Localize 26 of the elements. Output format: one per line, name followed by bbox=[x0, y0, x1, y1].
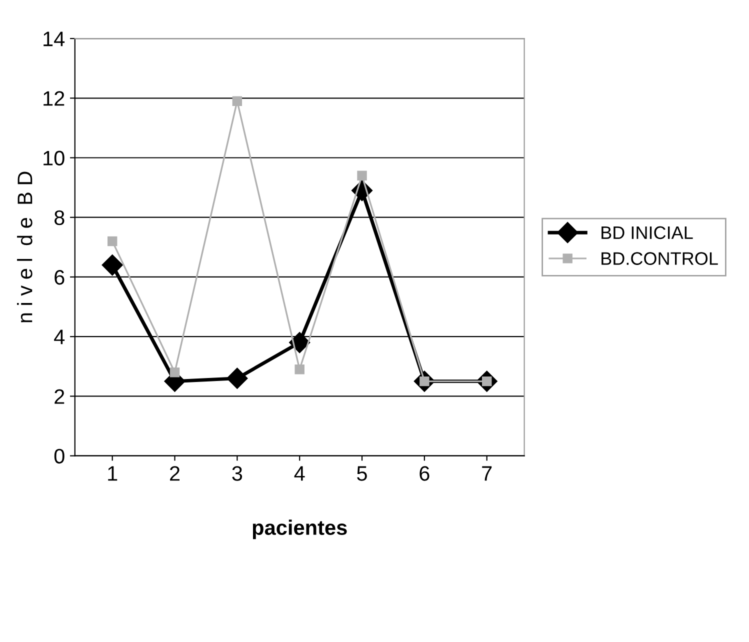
legend-label: BD INICIAL bbox=[602, 226, 693, 240]
legend-label: BD.CONTROL bbox=[602, 252, 718, 265]
x-tick-label: 5 bbox=[357, 466, 367, 481]
x-axis-title: pacientes bbox=[252, 520, 347, 540]
y-tick-label: 10 bbox=[44, 150, 64, 166]
point bbox=[170, 368, 180, 378]
x-tick-label: 1 bbox=[108, 466, 118, 481]
point bbox=[232, 96, 242, 106]
y-tick-label: 2 bbox=[54, 389, 64, 404]
point bbox=[357, 170, 367, 180]
y-tick-label: 12 bbox=[44, 91, 64, 106]
point bbox=[226, 368, 248, 389]
y-tick-label: 14 bbox=[44, 32, 65, 46]
x-tick-label: 7 bbox=[482, 466, 492, 481]
point bbox=[102, 254, 123, 276]
point bbox=[107, 236, 118, 246]
y-tick-label: 0 bbox=[54, 448, 64, 464]
x-tick-label: 2 bbox=[170, 466, 180, 481]
x-tick-label: 4 bbox=[294, 466, 305, 481]
x-tick-label: 6 bbox=[420, 466, 430, 481]
x-tick-label: 3 bbox=[232, 466, 242, 481]
y-tick-label: 4 bbox=[54, 330, 65, 344]
point bbox=[294, 364, 304, 374]
y-tick-label: 6 bbox=[54, 270, 64, 285]
y-tick-label: 8 bbox=[54, 210, 64, 226]
y-axis-title: n i v e l d e B D bbox=[17, 172, 32, 322]
